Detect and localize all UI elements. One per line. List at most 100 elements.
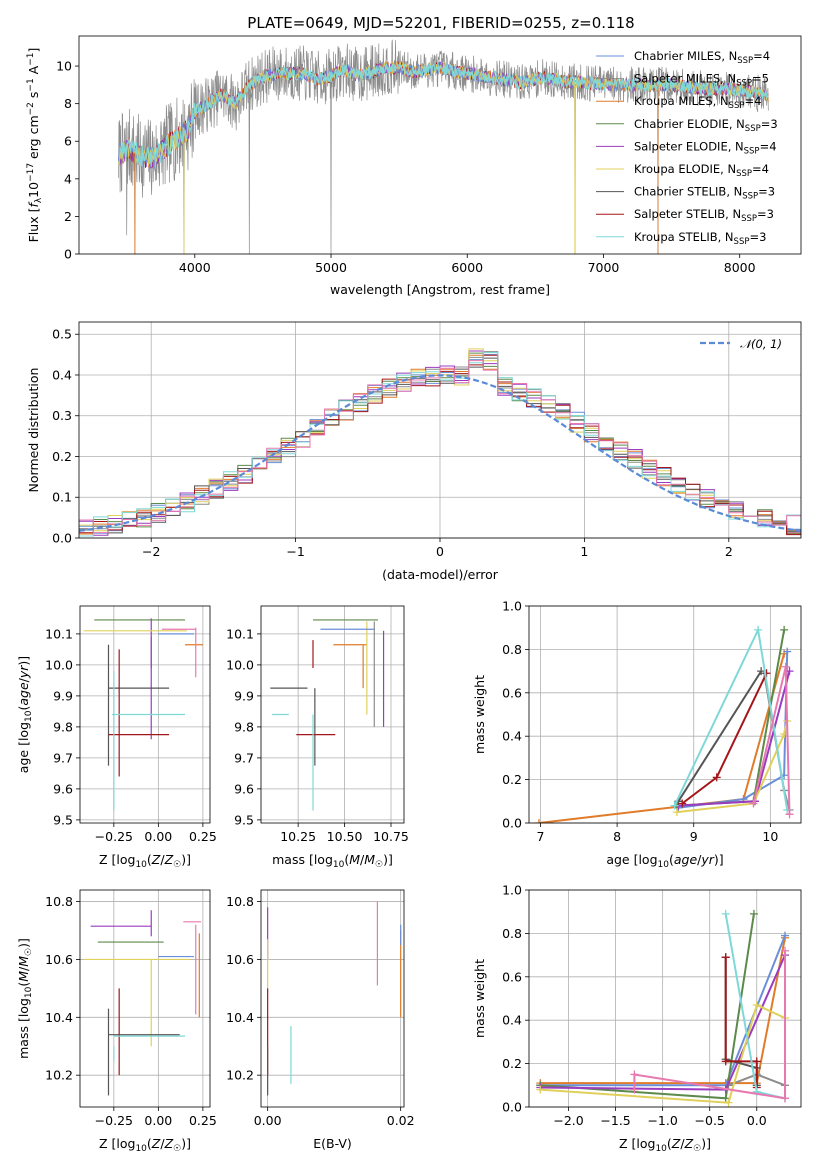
residuals-grid [79,322,801,539]
residuals-xlabel: (data-model)/error [382,567,499,582]
weight_vs_age-ytick-label: 0.6 [502,685,522,700]
mass_vs_EBV-ytick-label: 10.8 [226,894,254,909]
spectrum-legend-entry: Chabrier STELIB, NSSP=3 [596,185,775,202]
mass_vs_Z-panel: −0.25 0.00 0.25 10.2 10.4 10.6 10.8 Z [log10(Z/… [16,889,217,1154]
residuals-xtick-label: 1 [580,544,588,559]
age_vs_mass-ytick-label: 10.1 [226,626,254,641]
weight_vs_age-series [670,625,792,814]
weight_vs_age-marker [672,808,681,817]
weight_vs_age-marker [670,801,679,810]
mass_vs_EBV-panel: 0.00 0.02 10.2 10.4 10.6 10.8 E(B-V) [226,889,415,1151]
mass_vs_Z-xtick-label: −0.25 [95,1113,133,1128]
residuals-ylabel: Normed distribution [26,368,41,493]
spectrum-legend-entry: Chabrier ELODIE, NSSP=3 [596,117,778,134]
spectrum-frame [78,35,802,255]
spectrum-legend-entry: Salpeter MILES, NSSP=5 [596,72,769,89]
age_vs_Z-xtick-label: −0.25 [95,829,133,844]
weight_vs_Z-marker [630,1070,639,1079]
mass_vs_Z-ylabel: mass [log10(M/M☉)] [16,938,34,1059]
weight_vs_Z-marker [721,1057,730,1066]
mass_vs_Z-point [83,958,191,1047]
residuals-ticks: −2 −1 0 1 2 0.0 0.1 0.2 0.3 0.4 0.5 [52,327,733,559]
weight_vs_age-ytick-label: 0.0 [502,816,522,831]
weight_vs_age-xlabel: age [log10(age/yr)] [606,852,723,870]
weight_vs_Z-marker [536,1085,545,1094]
weight_vs_Z-series-line [540,913,755,1100]
spectrum-xtick-label: 6000 [451,260,483,275]
weight_vs_age-frame [528,605,802,824]
age_vs_Z-ytick-label: 10.0 [45,657,73,672]
spectrum-xtick-label: 8000 [724,260,756,275]
age_vs_mass-ytick-label: 9.7 [234,750,254,765]
spectrum-legend-entry: Kroupa STELIB, NSSP=3 [596,230,766,247]
weight_vs_Z-ytick-label: 0.0 [502,1100,522,1115]
spectrum-ytick-label: 8 [64,96,72,111]
mass_vs_EBV-grid [261,890,404,1107]
weight_vs_age-marker [783,647,792,656]
weight_vs_age-xtick-label: 10 [762,829,778,844]
residuals-legend: 𝒩(0, 1) [700,337,782,351]
mass_vs_Z-frame [79,889,211,1108]
mass_vs_EBV-xtick-label: 0.00 [254,1113,282,1128]
weight_vs_Z-marker [781,946,789,955]
age_vs_Z-ytick-label: 9.9 [53,688,73,703]
residuals-ytick-label: 0.5 [52,327,72,342]
weight_vs_age-ytick-label: 0.4 [502,729,522,744]
residuals-xtick-label: 2 [725,544,733,559]
age_vs_Z-xtick-label: 0.25 [189,829,217,844]
spectrum-model-line [118,62,769,168]
spectrum-xtick-label: 7000 [588,260,620,275]
spectrum-ytick-label: 2 [64,209,72,224]
weight_vs_Z-panel: −2.0 −1.5 −1.0 −0.5 0.0 0.0 0.2 0.4 0.6 0.8 1.0 Z [… [472,883,802,1154]
weight_vs_age-marker [754,625,763,634]
weight_vs_age-xtick-label: 8 [613,829,621,844]
weight_vs_Z-marker [781,931,789,940]
mass_vs_Z-grid [80,890,210,1107]
weight_vs_Z-xtick-label: −2.0 [553,1113,583,1128]
age_vs_mass-point [333,644,367,689]
weight_vs_Z-ytick-label: 0.6 [502,969,522,984]
spectrum-ytick-label: 10 [56,59,72,74]
weight_vs_Z-marker [721,953,730,962]
residuals-xtick-label: −1 [286,544,304,559]
age_vs_mass-xtick-label: 10.50 [327,829,363,844]
residuals-panel: −2 −1 0 1 2 0.0 0.1 0.2 0.3 0.4 0.5 (data-model)/er… [26,321,802,582]
age_vs_mass-frame [260,605,405,824]
legend-label: Salpeter MILES, NSSP=5 [634,72,769,89]
weight_vs_Z-xtick-label: −1.5 [600,1113,630,1128]
legend-label: Kroupa ELODIE, NSSP=4 [634,162,769,179]
weight_vs_Z-ytick-label: 1.0 [502,883,522,898]
residual-histogram [79,360,801,534]
weight_vs_age-ytick-label: 0.8 [502,642,522,657]
mass_vs_EBV-ticks: 0.00 0.02 10.2 10.4 10.6 10.8 [226,894,414,1128]
residuals-xtick-label: −2 [142,544,160,559]
weight_vs_age-series [534,649,789,823]
spectrum-model-line [118,60,769,168]
weight_vs_Z-xtick-label: −1.0 [647,1113,677,1128]
spectrum-legend-entry: Kroupa MILES, NSSP=4 [596,94,761,111]
figure-title: PLATE=0649, MJD=52201, FIBERID=0255, z=0… [247,14,634,32]
weight_vs_Z-marker [752,1001,761,1010]
spectrum-ylabel: Flux [fλ10−17 erg cm−2 s−1 A−1] [26,48,44,243]
weight_vs_Z-xtick-label: −0.5 [695,1113,725,1128]
residuals-ytick-label: 0.4 [52,367,72,382]
mass_vs_Z-ytick-label: 10.8 [45,894,73,909]
weight_vs_Z-series-line [724,957,758,1088]
age_vs_Z-ytick-label: 9.6 [53,781,73,796]
age_vs_mass-xtick-label: 10.75 [373,829,409,844]
age_vs_mass-ytick-label: 9.5 [234,812,254,827]
weight_vs_Z-ylabel: mass weight [472,959,487,1038]
weight_vs_Z-marker [752,1057,761,1066]
weight_vs_age-ytick-label: 1.0 [502,599,522,614]
age_vs_Z-point [107,644,170,766]
age_vs_mass-ytick-label: 9.6 [234,781,254,796]
normal-curve [79,374,801,532]
spectrum-ytick-label: 6 [64,134,72,149]
weight_vs_age-marker [534,819,543,823]
mass_vs_Z-xtick-label: 0.00 [144,1113,172,1128]
weight_vs_Z-ytick-label: 0.2 [502,1056,522,1071]
weight_vs_age-xtick-label: 7 [537,829,545,844]
residuals-ytick-label: 0.3 [52,408,72,423]
